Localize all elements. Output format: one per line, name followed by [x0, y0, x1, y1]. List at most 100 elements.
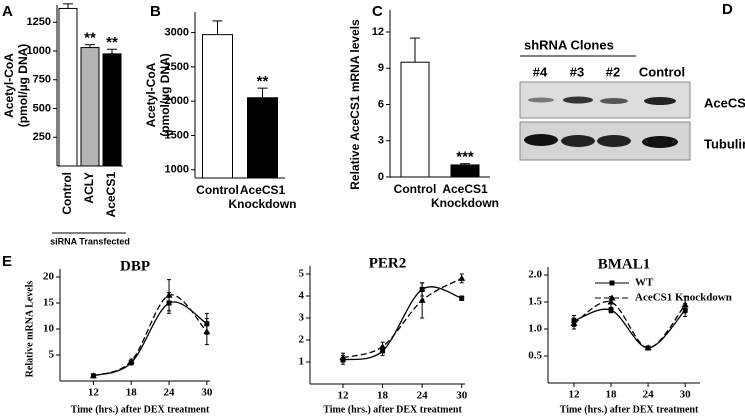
- x-tick-label: 18: [606, 389, 618, 401]
- x-tick-label: 30: [680, 389, 692, 401]
- x-tick-label: 18: [377, 390, 389, 402]
- y-tick-label: 5: [49, 349, 55, 361]
- y-tick-label: 3: [299, 312, 305, 324]
- band: [524, 134, 558, 146]
- marker: [418, 296, 426, 303]
- y-tick-label: 2500: [165, 61, 189, 73]
- bar: [400, 61, 430, 178]
- panel-label: B: [150, 3, 161, 20]
- marker: [459, 295, 465, 301]
- lane-label: #3: [570, 64, 584, 79]
- lane-label: #4: [533, 64, 548, 79]
- y-tick-label: 15: [43, 297, 55, 309]
- y-tick-label: 9: [378, 62, 384, 74]
- y-tick-label: 0.5: [528, 350, 542, 362]
- panel-label: D: [722, 1, 733, 18]
- y-axis-label: Relative AceCS1 mRNA levels: [348, 19, 362, 190]
- marker: [609, 280, 615, 286]
- x-axis-label: Time (hrs.) after DEX treatment: [71, 404, 210, 415]
- x-tick-label: AceCS1 Knockdown: [229, 183, 297, 211]
- lane-label: #2: [606, 64, 620, 79]
- line-series: [573, 308, 686, 349]
- y-tick-label: 2000: [165, 95, 189, 107]
- y-tick-label: 20: [43, 271, 55, 283]
- chart-title: PER2: [369, 255, 407, 271]
- bar: [247, 97, 278, 179]
- significance: **: [257, 73, 269, 90]
- band: [528, 97, 554, 103]
- x-tick-label: 12: [568, 389, 580, 401]
- chart-title: DBP: [120, 258, 150, 274]
- marker: [165, 291, 173, 298]
- western-blot: D shRNA Clones #4 #3 #2 Control AceCS1 T…: [519, 1, 745, 161]
- line-series: [342, 286, 462, 361]
- y-tick-label: 1250: [27, 16, 51, 28]
- y-tick-label: 1500: [165, 129, 189, 141]
- y-tick-label: 1: [299, 356, 305, 368]
- y-tick-label: 12: [372, 26, 384, 38]
- y-tick-label: 4: [299, 290, 305, 302]
- bar: [58, 7, 78, 167]
- y-axis-label: Relative mRNA Levels: [24, 281, 35, 378]
- panel-label: E: [2, 253, 12, 270]
- marker: [458, 274, 466, 281]
- marker: [608, 294, 616, 301]
- x-tick-label: 24: [643, 389, 655, 401]
- x-tick-label: 30: [201, 387, 213, 399]
- y-tick-label: 1.0: [528, 323, 542, 335]
- x-axis-label: Time (hrs.) after DEX treatment: [560, 404, 699, 415]
- line-series: [573, 300, 686, 349]
- y-axis-label: Acetyl-CoA(pmol/µg DNA): [2, 44, 30, 128]
- marker: [203, 328, 211, 335]
- line-series: [93, 301, 208, 377]
- y-tick-label: 3: [378, 135, 384, 147]
- x-axis-label: Time (hrs.) after DEX treatment: [323, 404, 462, 415]
- y-tick-label: 6: [378, 98, 384, 110]
- marker: [608, 307, 614, 313]
- marker: [339, 354, 347, 361]
- panel-label: C: [372, 3, 383, 20]
- significance: **: [106, 34, 118, 51]
- bar: [102, 53, 122, 167]
- x-tick-label: Control: [394, 182, 437, 196]
- y-axis-label: Acetyl-CoA(pmol/µg DNA): [144, 53, 172, 137]
- significance: **: [84, 30, 96, 47]
- y-tick-label: 500: [33, 102, 51, 114]
- chart-title: BMAL1: [598, 256, 651, 272]
- row-label: Tubulin: [704, 136, 745, 151]
- marker: [570, 320, 578, 327]
- marker: [681, 301, 689, 308]
- y-tick-label: 10: [43, 323, 55, 335]
- y-tick-label: 0: [378, 171, 384, 183]
- lane-label: Control: [639, 64, 685, 79]
- row-label: AceCS1: [704, 95, 745, 110]
- y-tick-label: 1.5: [528, 296, 542, 308]
- marker: [89, 372, 97, 379]
- x-tick-label: 12: [88, 387, 100, 399]
- band: [563, 96, 593, 104]
- y-tick-label: 5: [299, 268, 305, 280]
- band: [642, 136, 678, 148]
- x-tick-label: 12: [337, 390, 349, 402]
- significance: ***: [456, 149, 474, 166]
- band: [644, 97, 676, 105]
- marker: [127, 357, 135, 364]
- panel-label: A: [2, 3, 13, 20]
- y-tick-label: 3000: [165, 26, 189, 38]
- line-series: [93, 294, 208, 377]
- x-tick-label: 24: [417, 390, 429, 402]
- y-tick-label: 250: [33, 131, 51, 143]
- band: [600, 98, 628, 104]
- bar: [450, 164, 480, 178]
- legend-label: WT: [635, 277, 654, 289]
- y-tick-label: 1000: [27, 45, 51, 57]
- x-axis-label: siRNA Transfected: [50, 236, 130, 246]
- x-tick-label: Control: [60, 172, 74, 215]
- x-tick-label: ACLY: [82, 172, 96, 204]
- line-series: [342, 277, 463, 359]
- x-tick-label: 18: [126, 387, 138, 399]
- x-tick-label: AceCS1 Knockdown: [431, 182, 499, 210]
- blot-header: shRNA Clones: [524, 37, 614, 52]
- y-tick-label: 1000: [165, 164, 189, 176]
